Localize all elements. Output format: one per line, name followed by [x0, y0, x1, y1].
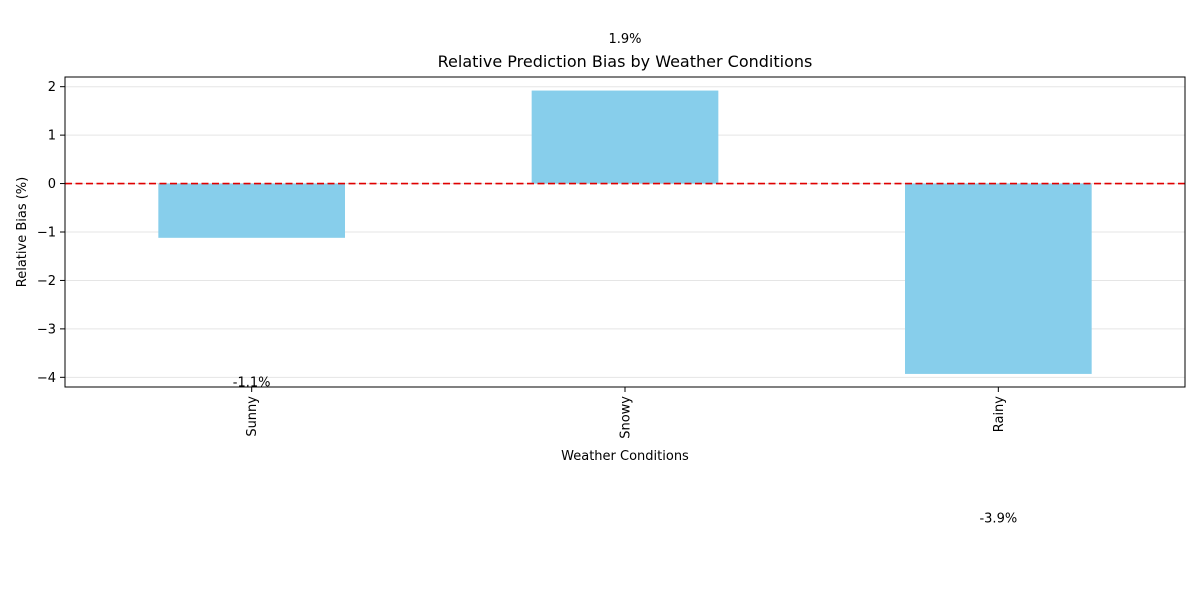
y-tick-label: 0 [48, 177, 56, 192]
bars [158, 90, 1092, 374]
y-tick-label: −2 [37, 274, 56, 289]
bar-snowy [531, 90, 719, 184]
y-tick-label: −1 [37, 226, 56, 241]
data-labels: -1.1% 1.9% -3.9% [233, 32, 1017, 527]
data-label: -1.1% [233, 376, 271, 391]
y-tick-label: 2 [48, 80, 56, 95]
y-tick-label: 1 [48, 129, 56, 144]
y-tick-label: −4 [37, 371, 56, 386]
bar-sunny [158, 183, 345, 238]
x-tick-label: Snowy [619, 396, 634, 439]
x-axis-label: Weather Conditions [561, 449, 689, 464]
x-tick-label: Rainy [992, 396, 1007, 433]
x-tick-label: Sunny [245, 396, 260, 437]
y-axis-ticks: 2 1 0 −1 −2 −3 −4 [37, 80, 65, 386]
y-axis-label: Relative Bias (%) [15, 177, 30, 287]
bar-rainy [905, 183, 1092, 374]
y-tick-label: −3 [37, 322, 56, 337]
data-label: -3.9% [979, 511, 1017, 526]
chart-title: Relative Prediction Bias by Weather Cond… [438, 52, 813, 71]
x-axis-ticks: Sunny Snowy Rainy [245, 387, 1007, 439]
data-label: 1.9% [608, 32, 641, 47]
